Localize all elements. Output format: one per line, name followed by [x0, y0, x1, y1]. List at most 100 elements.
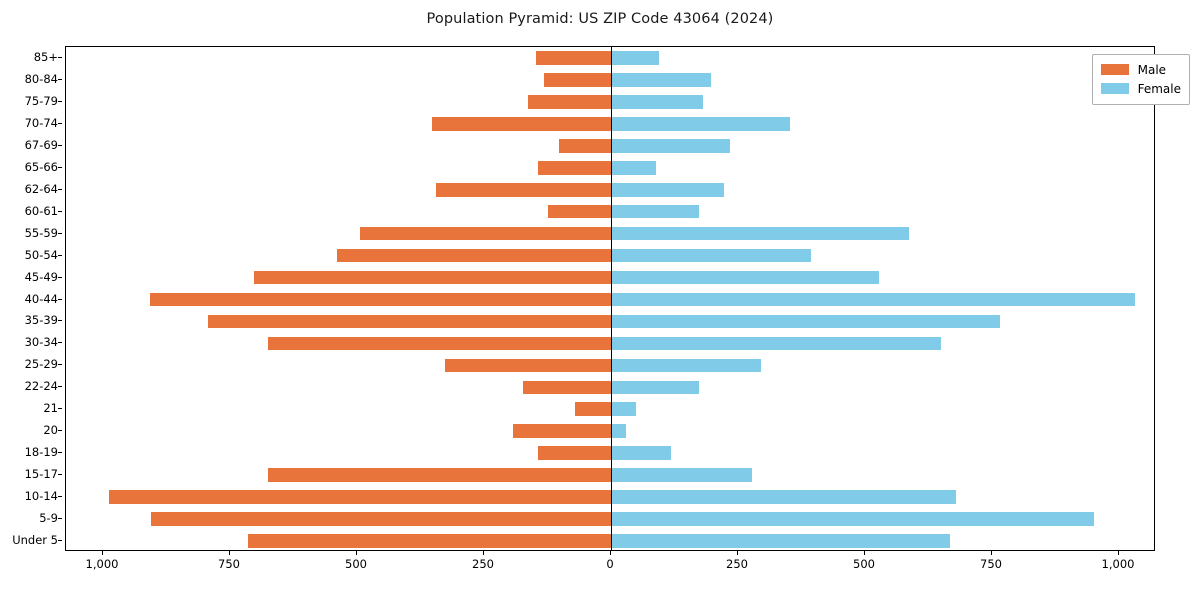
bar-female[interactable]: [611, 95, 703, 109]
bar-female[interactable]: [611, 534, 951, 548]
bar-male[interactable]: [537, 160, 611, 175]
bar-male[interactable]: [109, 490, 611, 504]
bar-row: [66, 468, 1154, 482]
bar-male[interactable]: [208, 314, 611, 329]
bar-female[interactable]: [611, 160, 657, 175]
bar-male[interactable]: [268, 468, 611, 482]
y-tick-label: 67-69: [24, 137, 58, 152]
y-tick-mark: [58, 496, 62, 498]
bar-male[interactable]: [444, 358, 611, 373]
y-tick-mark: [58, 320, 62, 322]
y-tick-mark: [58, 122, 62, 124]
y-tick-mark: [58, 188, 62, 190]
bar-female[interactable]: [611, 51, 659, 65]
bar-female[interactable]: [611, 336, 942, 351]
bar-male[interactable]: [150, 292, 611, 307]
bar-row: [66, 490, 1154, 504]
bar-row: [66, 512, 1154, 526]
x-tick-mark: [1118, 551, 1119, 555]
y-axis-labels: 85+ 80-84 75-79 70-74 67-69 65-66 62-64 60-61 55…: [0, 46, 62, 551]
y-tick-label: 75-79: [24, 93, 58, 108]
y-tick-mark: [58, 166, 62, 168]
bar-female[interactable]: [611, 468, 753, 482]
legend-item-female[interactable]: Female: [1100, 79, 1181, 98]
bar-row: [66, 204, 1154, 219]
bar-male[interactable]: [268, 336, 611, 351]
bar-male[interactable]: [253, 270, 611, 285]
bar-male[interactable]: [535, 51, 611, 65]
x-tick-label: 500: [853, 557, 875, 571]
bar-female[interactable]: [611, 380, 699, 395]
bar-male[interactable]: [512, 424, 611, 439]
x-tick-label: 750: [218, 557, 240, 571]
y-tick-label: 85+: [33, 49, 58, 64]
bar-female[interactable]: [611, 270, 880, 285]
page-title: Population Pyramid: US ZIP Code 43064 (2…: [426, 11, 774, 27]
bar-male[interactable]: [436, 182, 611, 197]
y-tick-mark: [58, 452, 62, 454]
bar-female[interactable]: [611, 73, 712, 87]
bar-male[interactable]: [575, 402, 611, 417]
bar-male[interactable]: [528, 95, 611, 109]
bars-layer: [66, 47, 1154, 550]
bar-male[interactable]: [538, 446, 611, 460]
bar-male[interactable]: [559, 138, 611, 153]
bar-row: [66, 51, 1154, 65]
x-tick-label: 250: [472, 557, 494, 571]
y-tick-mark: [58, 408, 62, 410]
bar-female[interactable]: [611, 424, 627, 439]
y-tick-mark: [58, 276, 62, 278]
bar-male[interactable]: [337, 248, 611, 263]
bar-female[interactable]: [611, 314, 1001, 329]
bar-female[interactable]: [611, 446, 671, 460]
bar-male[interactable]: [543, 73, 611, 87]
bar-female[interactable]: [611, 182, 724, 197]
bar-female[interactable]: [611, 490, 957, 504]
bar-female[interactable]: [611, 292, 1135, 307]
bar-row: [66, 226, 1154, 241]
x-tick-mark: [229, 551, 230, 555]
y-tick-label: 35-39: [24, 313, 58, 328]
y-tick-mark: [58, 364, 62, 366]
bar-male[interactable]: [247, 534, 611, 548]
legend-label-male: Male: [1137, 62, 1167, 77]
x-tick-mark: [737, 551, 738, 555]
y-tick-label: 45-49: [24, 269, 58, 284]
bar-row: [66, 292, 1154, 307]
bar-female[interactable]: [611, 358, 761, 373]
y-tick-label: 18-19: [24, 445, 58, 460]
y-tick-label: 80-84: [24, 71, 58, 86]
bar-row: [66, 314, 1154, 329]
x-tick-mark: [356, 551, 357, 555]
plot-area: [65, 46, 1155, 551]
bar-female[interactable]: [611, 402, 636, 417]
bar-male[interactable]: [360, 226, 611, 241]
bar-row: [66, 248, 1154, 263]
y-tick-label: 25-29: [24, 357, 58, 372]
bar-female[interactable]: [611, 204, 699, 219]
bar-row: [66, 138, 1154, 153]
bar-male[interactable]: [432, 117, 611, 131]
y-tick-mark: [58, 144, 62, 146]
y-tick-label: 22-24: [24, 379, 58, 394]
bar-row: [66, 358, 1154, 373]
bar-female[interactable]: [611, 248, 812, 263]
bar-male[interactable]: [151, 512, 611, 526]
bar-row: [66, 380, 1154, 395]
legend-swatch-male: [1100, 64, 1129, 75]
x-tick-mark: [102, 551, 103, 555]
bar-row: [66, 160, 1154, 175]
x-tick-mark: [864, 551, 865, 555]
bar-female[interactable]: [611, 226, 910, 241]
y-tick-label: 65-66: [24, 159, 58, 174]
legend-item-male[interactable]: Male: [1100, 60, 1181, 79]
bar-female[interactable]: [611, 138, 730, 153]
bar-male[interactable]: [523, 380, 611, 395]
y-tick-label: 5-9: [39, 511, 58, 526]
bar-female[interactable]: [611, 117, 790, 131]
bar-male[interactable]: [548, 204, 611, 219]
bar-female[interactable]: [611, 512, 1094, 526]
y-tick-label: 60-61: [24, 203, 58, 218]
y-tick-mark: [58, 100, 62, 102]
bar-row: [66, 182, 1154, 197]
